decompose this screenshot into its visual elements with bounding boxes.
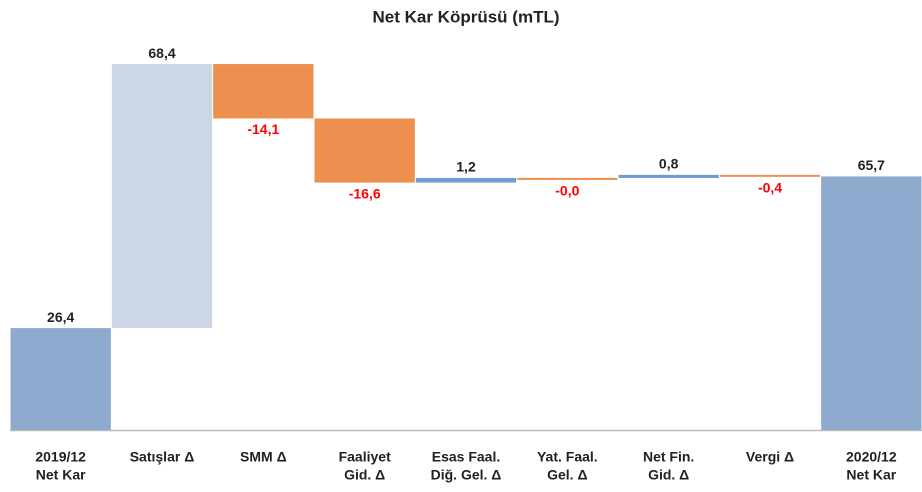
value-label: 26,4 — [47, 309, 74, 325]
x-tick-label: Faaliyet — [339, 449, 391, 465]
bar — [314, 118, 415, 183]
x-tick-label: Yat. Faal. — [537, 449, 598, 465]
x-tick-label: Satışlar Δ — [130, 449, 195, 465]
chart-title: Net Kar Köprüsü (mTL) — [373, 7, 560, 26]
value-label: -14,1 — [247, 121, 279, 137]
value-label: 0,8 — [659, 156, 679, 172]
value-label: -0,4 — [758, 180, 782, 196]
value-label: -0,0 — [555, 183, 579, 199]
value-label: 1,2 — [456, 159, 476, 175]
x-tick-label: Esas Faal. — [432, 449, 501, 465]
bar — [821, 176, 922, 430]
x-tick-label: Vergi Δ — [746, 449, 794, 465]
x-tick-label: 2019/12 — [35, 449, 86, 465]
x-tick-label: Gel. Δ — [547, 467, 587, 483]
bar — [415, 177, 517, 183]
x-tick-label: Gid. Δ — [344, 467, 385, 483]
x-tick-label: Net Kar — [36, 467, 86, 483]
x-tick-label: Gid. Δ — [648, 467, 689, 483]
x-tick-label: Net Fin. — [643, 449, 694, 465]
x-tick-label: SMM Δ — [240, 449, 287, 465]
bar — [213, 64, 314, 119]
bar — [618, 174, 719, 178]
value-label: -16,6 — [349, 185, 381, 201]
bar — [517, 177, 618, 180]
x-tick-label: Net Kar — [846, 467, 896, 483]
value-label: 65,7 — [858, 157, 885, 173]
bar — [719, 174, 821, 177]
value-label: 68,4 — [148, 45, 175, 61]
bar — [111, 64, 213, 329]
bar — [10, 328, 111, 430]
x-tick-label: 2020/12 — [846, 449, 897, 465]
x-tick-label: Diğ. Gel. Δ — [431, 467, 502, 483]
